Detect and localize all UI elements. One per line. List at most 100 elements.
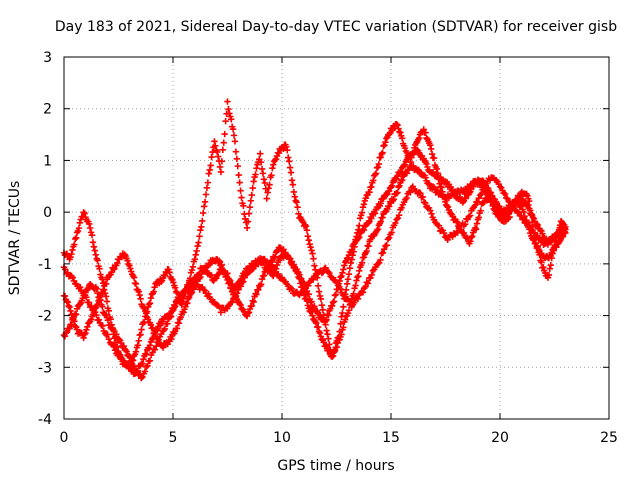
data-point [380,142,387,150]
data-point [215,270,223,277]
data-point [228,285,235,292]
data-point [360,201,368,208]
data-point [305,291,312,298]
data-point [393,175,400,183]
data-point [323,316,330,323]
data-point [363,247,370,255]
data-point [364,280,372,287]
data-point [546,265,554,272]
data-point [104,316,112,324]
data-point [338,272,345,280]
data-point [306,240,313,248]
data-point [69,246,76,254]
data-point [69,274,76,281]
data-point [139,360,146,367]
data-point [229,125,237,133]
data-point [403,170,411,177]
data-point [214,153,222,160]
data-point [314,282,322,290]
data-point [218,261,226,269]
data-point [230,132,238,139]
data-point [315,288,323,295]
data-point [420,126,427,133]
data-point [231,293,238,301]
data-point [248,266,256,273]
data-point [530,236,538,243]
data-point [308,247,315,254]
data-point [505,210,512,218]
data-point [368,215,375,222]
data-point [258,165,266,173]
data-point [214,148,221,156]
data-point [271,156,279,164]
data-point [67,253,74,261]
data-point [550,247,557,254]
data-point [173,325,181,332]
data-point [311,303,318,310]
data-point [323,343,330,350]
data-point [260,272,268,279]
data-point [199,217,206,225]
data-point [320,339,327,346]
data-point [307,243,314,251]
data-point [72,234,80,241]
data-point [385,203,393,210]
data-point [246,203,254,211]
data-point [68,250,75,258]
y-tick-label: -4 [38,412,52,428]
data-point [202,191,210,198]
x-tick-label: 15 [382,430,400,446]
data-point [316,292,324,300]
data-point [477,179,484,187]
data-point [346,297,353,305]
data-point [141,368,149,375]
data-point [244,310,252,317]
x-tick-label: 5 [169,430,178,446]
data-point [539,236,546,244]
data-point [150,288,157,295]
data-point [111,347,119,354]
data-point [311,262,318,269]
data-point [128,357,135,365]
data-point [304,232,312,240]
data-point [478,190,485,198]
data-point [467,238,474,245]
data-point [64,269,71,276]
data-point [157,322,164,329]
data-point [374,163,382,171]
data-point [397,129,404,136]
data-point [146,299,154,307]
data-point [132,280,140,288]
data-point [496,183,504,190]
data-point [348,246,355,254]
data-point [325,335,332,342]
data-point [514,208,521,216]
data-point [96,296,103,304]
data-point [476,192,484,199]
data-point [318,269,326,277]
data-point [138,326,145,333]
data-point [255,286,262,294]
data-point [390,196,398,203]
chart-title: Day 183 of 2021, Sidereal Day-to-day VTE… [55,19,617,35]
data-point [471,224,479,232]
data-point [248,191,255,199]
data-point [325,312,332,319]
data-point [76,219,84,226]
data-point [237,301,244,309]
data-point [123,348,130,355]
data-point [197,273,204,281]
data-point [354,295,362,302]
data-point [249,184,256,192]
data-point [377,218,384,225]
data-point [71,241,78,248]
data-point [379,214,386,221]
x-tick-label: 10 [273,430,291,446]
data-point [339,269,346,276]
data-point [76,283,84,291]
data-point [381,141,388,149]
data-point [65,302,72,310]
data-point [226,110,233,117]
data-point [500,189,507,197]
data-point [71,318,78,325]
